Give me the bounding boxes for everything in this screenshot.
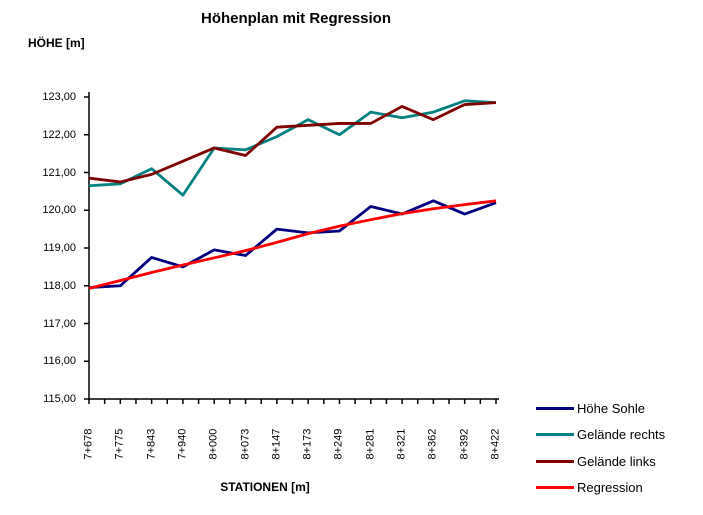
x-tick-label: 8+073 <box>239 428 252 460</box>
y-tick-label: 119,00 <box>43 242 76 254</box>
legend-item-2: Gelände links <box>536 448 665 475</box>
legend-line-icon <box>536 433 574 437</box>
y-axis-title: HÖHE [m] <box>28 36 85 50</box>
x-tick-label: 8+392 <box>458 428 471 460</box>
series-line-3 <box>88 199 497 290</box>
y-tick-label: 122,00 <box>42 128 76 141</box>
legend-label: Gelände links <box>577 453 656 469</box>
y-tick-label: 116,00 <box>43 355 76 368</box>
series-line-1 <box>88 99 497 197</box>
y-tick-label: 121,00 <box>42 166 76 179</box>
y-tick-label: 115,00 <box>43 393 76 405</box>
x-tick-label: 7+678 <box>82 428 95 460</box>
x-tick-label: 8+173 <box>301 428 314 460</box>
legend-item-3: Regression <box>536 475 665 502</box>
legend-line-icon <box>536 406 574 410</box>
x-tick-label: 7+843 <box>145 428 158 460</box>
chart-title: Höhenplan mit Regression <box>200 10 392 27</box>
x-tick-label: 7+775 <box>113 428 126 460</box>
legend-line-icon <box>536 459 574 463</box>
y-tick-label: 117,00 <box>43 317 76 330</box>
x-tick-label: 8+321 <box>395 428 408 460</box>
legend-label: Gelände rechts <box>577 427 666 443</box>
legend-label: Regression <box>577 480 643 496</box>
legend-item-1: Gelände rechts <box>536 422 665 449</box>
x-tick-label: 8+147 <box>270 428 283 460</box>
legend-line-icon <box>536 486 574 490</box>
x-tick-label: 8+249 <box>332 428 345 460</box>
x-axis-title: STATIONEN [m] <box>220 480 310 494</box>
x-tick-label: 8+362 <box>426 428 439 460</box>
series-line-2 <box>88 101 497 184</box>
series-line-0 <box>88 199 497 290</box>
x-tick-label: 8+422 <box>489 428 502 460</box>
legend-item-0: Höhe Sohle <box>536 395 665 422</box>
x-tick-label: 8+000 <box>207 428 220 460</box>
legend: Höhe Sohle Gelände rechts Gelände links Reg… <box>536 395 665 501</box>
legend-label: Höhe Sohle <box>577 400 645 416</box>
x-tick-label: 8+281 <box>364 428 377 460</box>
y-tick-label: 118,00 <box>43 279 76 292</box>
plot-canvas <box>84 92 499 404</box>
y-tick-label: 123,00 <box>42 91 76 103</box>
x-tick-label: 7+940 <box>176 428 189 460</box>
y-tick-label: 120,00 <box>42 204 76 217</box>
